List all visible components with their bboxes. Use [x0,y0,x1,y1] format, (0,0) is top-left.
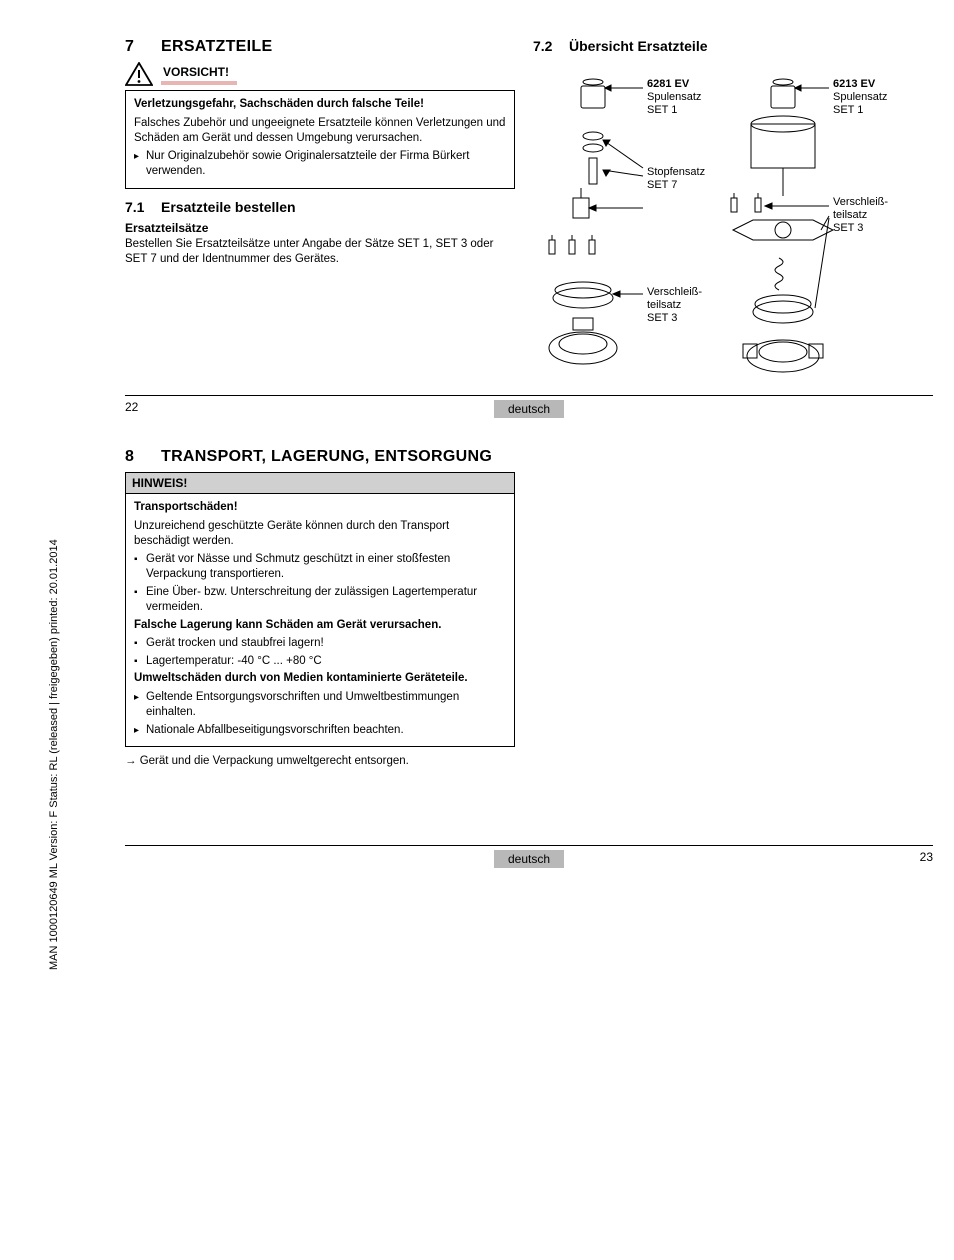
section-7-2-heading: 7.2Übersicht Ersatzteile [533,38,933,54]
diagram-left-head: 6281 EV [647,78,701,91]
section-7-1-body: Bestellen Sie Ersatzteilsätze unter Anga… [125,237,515,268]
hinweis-lead-1: Transportschäden! [134,500,506,516]
spare-parts-diagram: 6281 EV Spulensatz SET 1 Stopfensatz SET… [533,58,933,378]
section-8-heading: 8TRANSPORT, LAGERUNG, ENTSORGUNG [125,448,515,466]
diagram-right-l2a: Verschleiß- [833,196,888,209]
hinweis-label: HINWEIS! [125,472,515,493]
diagram-right-l2c: SET 3 [833,222,888,235]
hinweis-lead-3: Umweltschäden durch von Medien kontamini… [134,671,506,687]
section-7-1-title: Ersatzteile bestellen [161,199,296,215]
diagram-left-l1b: SET 1 [647,104,701,117]
section-7-2-num: 7.2 [533,38,569,54]
footer-lang-23: deutsch [494,850,564,868]
hinweis-li-3: Gerät trocken und staubfrei lagern! [134,636,506,652]
footer-page-23: deutsch 23 [125,845,933,850]
hinweis-p1: Unzureichend geschützte Geräte können du… [134,519,506,550]
hinweis-lead-2: Falsche Lagerung kann Schäden am Gerät v… [134,618,506,634]
diagram-left-l2b: SET 7 [647,179,705,192]
diagram-left-l1a: Spulensatz [647,91,701,104]
hinweis-li-2: Eine Über- bzw. Unterschreitung der zulä… [134,585,506,616]
diagram-right-l1b: SET 1 [833,104,887,117]
section-7-num: 7 [125,38,161,56]
diagram-right-l2b: teilsatz [833,209,888,222]
diagram-left-l3c: SET 3 [647,312,702,325]
vorsicht-text: Falsches Zubehör und ungeeignete Ersatzt… [134,116,506,147]
footer-lang-22: deutsch [494,400,564,418]
page-number-22: 22 [125,400,138,414]
footer-page-22: 22 deutsch [125,395,933,400]
section-7-1-heading: 7.1Ersatzteile bestellen [125,199,515,215]
vorsicht-box: Verletzungsgefahr, Sachschäden durch fal… [125,90,515,189]
hinweis-li-1: Gerät vor Nässe und Schmutz geschützt in… [134,552,506,583]
section-7-heading: 7ERSATZTEILE [125,38,515,56]
diagram-right-l1a: Spulensatz [833,91,887,104]
hinweis-li-4: Lagertemperatur: -40 °C ... +80 °C [134,654,506,670]
section-7-title: ERSATZTEILE [161,38,272,55]
section-7-1-num: 7.1 [125,199,161,215]
vorsicht-label: VORSICHT! [161,63,237,85]
diagram-left-l3b: teilsatz [647,299,702,312]
section-7-2-title: Übersicht Ersatzteile [569,38,708,54]
vorsicht-lead: Verletzungsgefahr, Sachschäden durch fal… [134,97,506,113]
hinweis-li-6: Nationale Abfallbeseitigungsvorschriften… [134,723,506,739]
side-meta-text: MAN 1000120649 ML Version: F Status: RL … [48,539,60,970]
page-22: 7ERSATZTEILE VORSICHT! Verletzungsgefahr… [125,38,933,398]
hinweis-box: Transportschäden! Unzureichend geschützt… [125,493,515,747]
diagram-left-l2a: Stopfensatz [647,166,705,179]
section-7-1-subhead: Ersatzteilsätze [125,221,515,235]
page-23: 8TRANSPORT, LAGERUNG, ENTSORGUNG HINWEIS… [125,448,933,848]
vorsicht-bullet-1: Nur Originalzubehör sowie Originalersatz… [134,149,506,180]
diagram-right-head: 6213 EV [833,78,887,91]
section-8-title: TRANSPORT, LAGERUNG, ENTSORGUNG [161,448,492,465]
section-8-num: 8 [125,448,161,466]
arrow-instruction: Gerät und die Verpackung umweltgerecht e… [125,755,515,767]
page-number-23: 23 [920,850,933,864]
diagram-left-l3a: Verschleiß- [647,286,702,299]
hinweis-li-5: Geltende Entsorgungsvorschriften und Umw… [134,690,506,721]
warning-triangle-icon [125,62,153,86]
